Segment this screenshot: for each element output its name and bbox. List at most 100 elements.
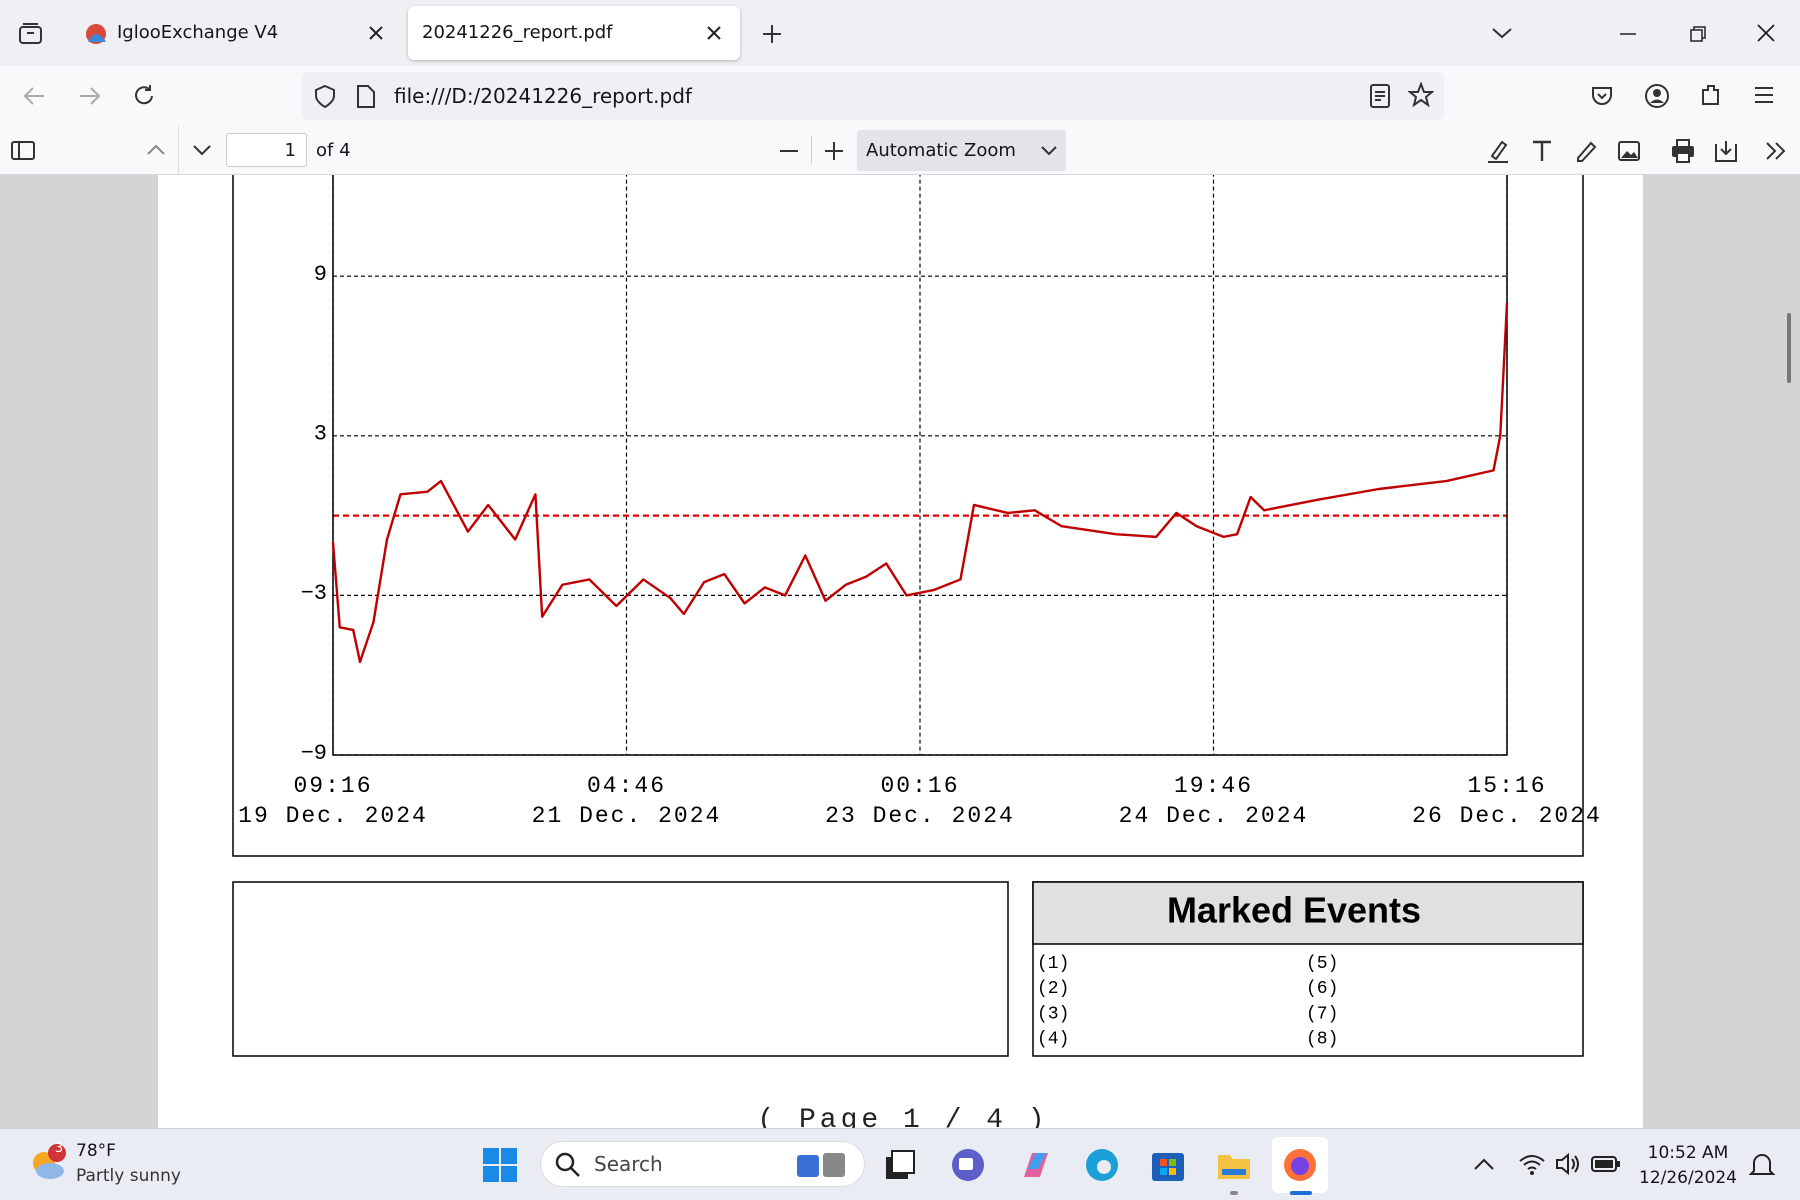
clock-time[interactable]: 10:52 AM	[1647, 1143, 1729, 1163]
previous-page[interactable]	[144, 140, 168, 160]
x-tick-label: 00:16	[880, 773, 959, 799]
x-tick-label: 26 Dec. 2024	[1412, 803, 1602, 829]
file-explorer[interactable]	[1216, 1147, 1252, 1183]
tab-close[interactable]	[705, 24, 723, 42]
reader-view[interactable]	[1368, 83, 1392, 109]
x-tick-label: 23 Dec. 2024	[825, 803, 1015, 829]
url-text[interactable]: file:///D:/20241226_report.pdf	[394, 84, 692, 108]
x-tick-label: 24 Dec. 2024	[1119, 803, 1309, 829]
highlight-tool[interactable]	[1486, 138, 1510, 164]
pdf-viewer: Marked Events ( Page 1 / 4 ) (1) (2) (3) (4…	[0, 175, 1800, 1128]
file-icon	[357, 85, 375, 108]
battery[interactable]	[1590, 1153, 1622, 1175]
minimize[interactable]	[1618, 24, 1638, 44]
y-tick-label: 3	[314, 422, 327, 447]
weather-badge: 3	[54, 1141, 64, 1156]
x-tick-label: 19 Dec. 2024	[238, 803, 428, 829]
back-button[interactable]	[22, 84, 48, 108]
y-tick-label: −9	[301, 741, 327, 766]
x-tick-label: 15:16	[1467, 773, 1546, 799]
account[interactable]	[1644, 83, 1670, 109]
volume[interactable]	[1554, 1151, 1582, 1177]
tab-list-icon[interactable]	[18, 22, 44, 46]
bookmark-star[interactable]	[1408, 82, 1434, 108]
tray-overflow[interactable]	[1472, 1155, 1496, 1173]
plot-frame	[332, 175, 1508, 756]
event-item: (4)	[1037, 1030, 1069, 1050]
url-field[interactable]	[302, 72, 1444, 120]
tab-favicon	[86, 24, 106, 44]
x-tick-label: 09:16	[293, 773, 372, 799]
tab-title[interactable]: IglooExchange V4	[117, 22, 279, 43]
event-item: (6)	[1306, 979, 1338, 999]
x-tick-label: 04:46	[587, 773, 666, 799]
running-indicator	[1290, 1191, 1312, 1195]
tracking-shield[interactable]	[313, 84, 337, 110]
copilot-app[interactable]	[1018, 1147, 1054, 1183]
search-highlight	[797, 1153, 845, 1177]
clock-date[interactable]: 12/26/2024	[1639, 1168, 1737, 1188]
start-button[interactable]	[482, 1147, 518, 1183]
scrollbar[interactable]	[1787, 313, 1791, 383]
close-window[interactable]	[1756, 23, 1776, 43]
temperature[interactable]: 78°F	[76, 1141, 116, 1161]
more-tools[interactable]	[1764, 140, 1788, 162]
draw-tool[interactable]	[1574, 138, 1598, 164]
next-page[interactable]	[190, 140, 214, 160]
zoom-in[interactable]	[823, 140, 845, 162]
event-item: (3)	[1037, 1004, 1069, 1024]
new-tab[interactable]	[760, 22, 784, 46]
tab-close[interactable]	[367, 24, 385, 42]
event-item: (8)	[1306, 1030, 1338, 1050]
menu[interactable]	[1752, 84, 1776, 106]
firefox-app[interactable]	[1282, 1147, 1318, 1183]
tab-overflow[interactable]	[1490, 24, 1514, 42]
events-title: Marked Events	[1167, 890, 1421, 931]
store-app[interactable]	[1150, 1147, 1186, 1183]
wifi[interactable]	[1518, 1151, 1546, 1177]
restore[interactable]	[1688, 24, 1708, 44]
extensions[interactable]	[1698, 82, 1724, 110]
running-indicator	[1230, 1191, 1238, 1195]
separator	[811, 136, 812, 164]
event-item: (7)	[1306, 1004, 1338, 1024]
y-tick-label: −3	[301, 581, 327, 606]
reload-button[interactable]	[131, 83, 157, 109]
save[interactable]	[1713, 138, 1739, 164]
zoom-value[interactable]: Automatic Zoom	[866, 140, 1016, 161]
image-tool[interactable]	[1617, 139, 1641, 163]
pdf-toolbar: 1 of 4 Automatic Zoom	[0, 126, 1800, 175]
edge-app[interactable]	[1084, 1147, 1120, 1183]
tab-title[interactable]: 20241226_report.pdf	[422, 22, 613, 43]
page-count: of 4	[316, 140, 351, 161]
search-placeholder[interactable]: Search	[594, 1152, 663, 1176]
zoom-select[interactable]	[857, 130, 1066, 171]
notifications[interactable]	[1748, 1151, 1776, 1179]
chart-frame	[232, 175, 1584, 857]
zoom-dropdown[interactable]	[1040, 144, 1058, 158]
weather-text[interactable]: Partly sunny	[76, 1166, 181, 1186]
event-item: (2)	[1037, 979, 1069, 999]
data-line	[331, 302, 1509, 664]
x-tick-label: 19:46	[1174, 773, 1253, 799]
text-tool[interactable]	[1530, 138, 1554, 164]
task-view[interactable]	[884, 1149, 916, 1181]
page-number-input[interactable]: 1	[226, 133, 307, 167]
sidebar-toggle[interactable]	[10, 140, 36, 162]
teams-app[interactable]	[950, 1147, 986, 1183]
x-tick-label: 21 Dec. 2024	[532, 803, 722, 829]
taskbar: 3 78°F Partly sunny Search 10:52 AM 12/2…	[0, 1128, 1800, 1200]
nav-bar: file:///D:/20241226_report.pdf	[0, 66, 1800, 126]
empty-panel	[232, 881, 1009, 1057]
event-item: (5)	[1306, 954, 1338, 974]
pocket[interactable]	[1590, 84, 1614, 108]
separator	[178, 126, 179, 174]
zoom-out[interactable]	[778, 140, 800, 162]
print[interactable]	[1670, 138, 1696, 164]
weather-icon[interactable]	[28, 1143, 68, 1183]
event-item: (1)	[1037, 954, 1069, 974]
forward-button[interactable]	[76, 84, 102, 108]
active-tab[interactable]	[408, 6, 740, 60]
search-icon[interactable]	[554, 1151, 582, 1179]
